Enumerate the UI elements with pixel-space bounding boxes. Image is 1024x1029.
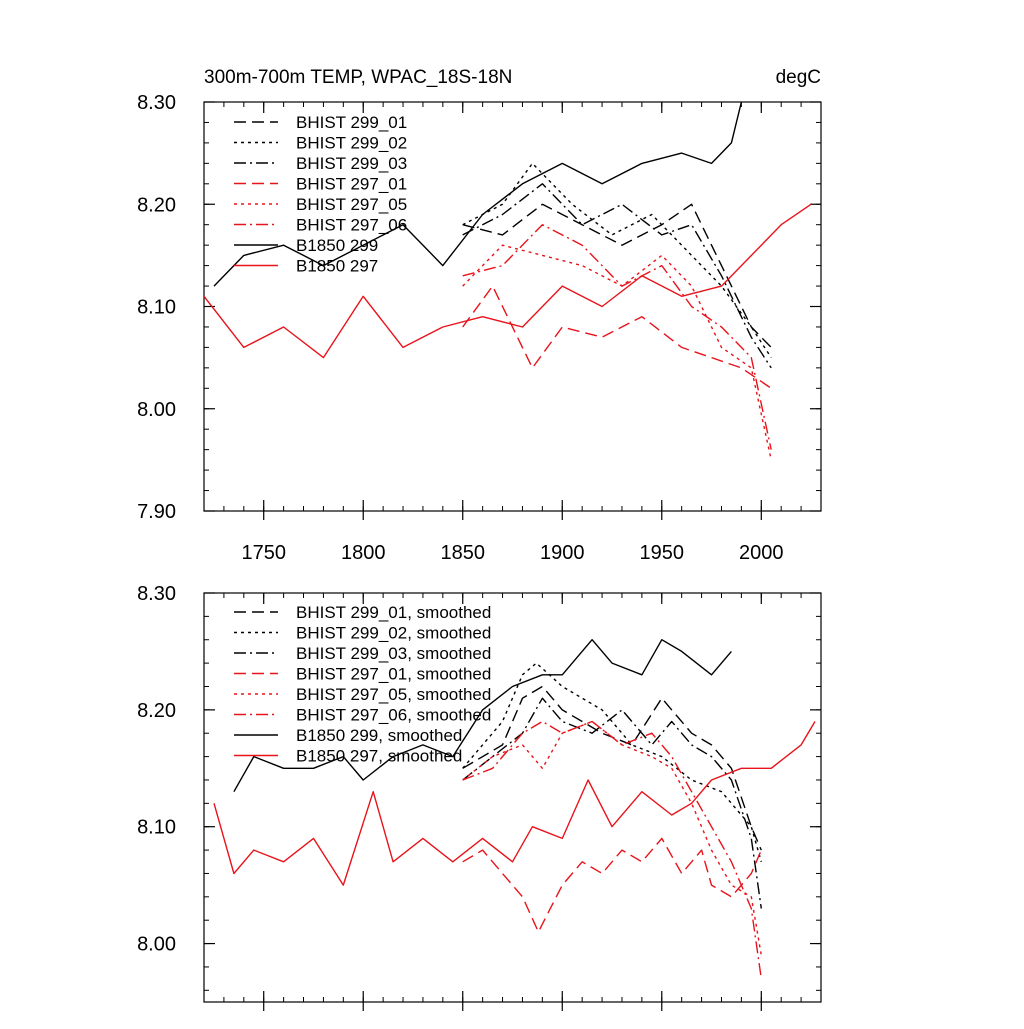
x-tick-label: 1950: [640, 542, 685, 564]
series-line-2-3: [462, 697, 762, 909]
series-line-2-8: [213, 721, 816, 886]
y-tick-label: 8.10: [137, 297, 176, 319]
series-line-1-2: [462, 162, 772, 358]
series-line-2-6: [462, 720, 762, 979]
y-tick-label: 8.20: [137, 700, 176, 722]
series-line-1-4: [462, 285, 772, 389]
legend-label: BHIST 297_06, smoothed: [296, 706, 491, 725]
legend-label: BHIST 297_01: [296, 175, 407, 194]
series-line-2-2: [462, 662, 762, 862]
legend-label: BHIST 299_03, smoothed: [296, 644, 491, 663]
legend-label: BHIST 297_06: [296, 216, 407, 235]
x-tick-label: 1850: [440, 542, 485, 564]
legend-label: BHIST 297_01, smoothed: [296, 665, 491, 684]
legend-label: BHIST 297_05, smoothed: [296, 685, 491, 704]
series-line-2-4: [462, 837, 762, 933]
x-tick-label: 1750: [241, 542, 286, 564]
series-line-1-5: [462, 244, 772, 461]
legend-label: B1850 297, smoothed: [296, 747, 462, 766]
series-line-1-3: [462, 183, 772, 369]
y-tick-label: 8.00: [137, 934, 176, 956]
series-line-1-7: [213, 102, 743, 287]
y-tick-label: 8.30: [137, 92, 176, 114]
chart-title: 300m-700m TEMP, WPAC_18S-18N: [204, 67, 512, 88]
plot-frame: [203, 592, 822, 1003]
legend-label: BHIST 299_01, smoothed: [296, 603, 491, 622]
legend-label: BHIST 297_05: [296, 195, 407, 214]
x-tick-label: 2000: [739, 542, 784, 564]
units-label: degC: [776, 67, 821, 88]
legend-label: B1850 299: [296, 236, 378, 255]
series-line-2-7: [233, 639, 732, 793]
series-group: [213, 639, 816, 979]
y-tick-label: 8.10: [137, 817, 176, 839]
legend-label: B1850 299, smoothed: [296, 726, 462, 745]
series-line-1-1: [462, 203, 772, 348]
series-line-1-8: [204, 203, 812, 359]
x-tick-label: 1900: [540, 542, 585, 564]
y-tick-label: 8.20: [137, 194, 176, 216]
y-tick-label: 8.30: [137, 583, 176, 605]
legend-label: B1850 297: [296, 257, 378, 276]
x-tick-label: 1800: [341, 542, 386, 564]
top-panel: 7.90 8.00 8.10 8.20 8.30 1750 1800 1850 1900 1950…: [137, 92, 822, 564]
legend-label: BHIST 299_03: [296, 154, 407, 173]
series-group: [204, 102, 812, 461]
bottom-panel: 8.00 8.10 8.20 8.30 BHIST 299_01, smoothed BH…: [137, 583, 822, 1011]
legend-label: BHIST 299_02, smoothed: [296, 624, 491, 643]
y-tick-label: 8.00: [137, 399, 176, 421]
legend-label: BHIST 299_01: [296, 113, 407, 132]
y-tick-label: 7.90: [137, 501, 176, 523]
legend-label: BHIST 299_02: [296, 134, 407, 153]
